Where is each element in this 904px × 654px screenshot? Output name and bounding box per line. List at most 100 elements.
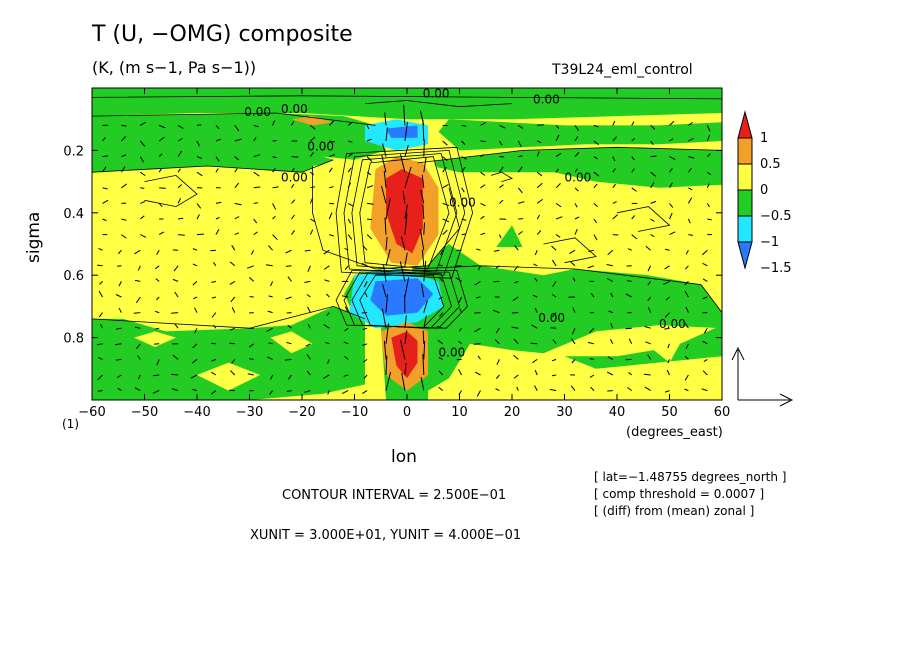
contour-interval: CONTOUR INTERVAL = 2.500E−01 <box>282 488 507 503</box>
wind-vector <box>555 152 562 158</box>
wind-vector <box>329 154 335 158</box>
wind-vector <box>551 294 557 298</box>
wind-vector <box>196 171 203 177</box>
green-region <box>564 325 722 369</box>
wind-vector <box>552 339 557 345</box>
wind-vector <box>650 171 657 177</box>
wind-vector <box>534 385 538 391</box>
wind-vector <box>98 247 103 251</box>
wind-vector <box>458 296 463 304</box>
wind-vector <box>250 249 255 255</box>
wind-vector <box>517 140 522 148</box>
wind-vector <box>607 356 614 360</box>
wind-vector <box>385 355 388 376</box>
wind-vector <box>476 248 481 251</box>
wind-vector <box>438 296 443 300</box>
wind-vector <box>440 249 444 256</box>
wind-vector <box>480 122 486 126</box>
wind-vector <box>400 154 406 173</box>
wind-vector <box>154 310 160 314</box>
wind-vector <box>366 171 372 176</box>
wind-vector <box>612 168 616 173</box>
wind-vector <box>307 306 311 313</box>
wind-vector <box>536 151 540 157</box>
wind-vector <box>137 355 141 360</box>
wind-vector <box>688 137 694 142</box>
contour-line <box>616 206 671 232</box>
wind-vector <box>666 369 670 376</box>
wind-vector <box>669 168 673 173</box>
wind-vector <box>115 327 122 330</box>
wind-vector <box>385 197 391 220</box>
contour-line <box>543 237 597 264</box>
wind-vector <box>404 122 408 142</box>
wind-vector <box>514 280 519 284</box>
wind-vector <box>480 140 486 143</box>
wind-vector <box>361 262 368 267</box>
wind-vector <box>247 373 254 376</box>
wind-vector <box>305 343 311 347</box>
wind-vector <box>362 390 368 394</box>
wind-vector <box>606 277 614 282</box>
wind-vector <box>381 185 387 204</box>
wind-vector <box>650 234 655 238</box>
wind-vector <box>215 138 221 142</box>
wind-vector <box>442 183 449 189</box>
x-axis-label: lon <box>391 447 417 467</box>
wind-vector <box>329 234 334 237</box>
wind-vector <box>647 281 652 286</box>
wind-vector <box>421 283 425 298</box>
wind-vector <box>97 264 103 267</box>
wind-vector <box>344 327 349 332</box>
wind-vector <box>480 184 486 189</box>
wind-vector <box>196 124 202 126</box>
x-tick-label: −10 <box>341 405 368 420</box>
wind-vector <box>366 138 372 142</box>
wind-vector <box>442 229 448 235</box>
wind-vector <box>172 354 179 360</box>
wind-vector <box>249 358 254 360</box>
wind-vector <box>474 327 481 333</box>
wind-vector <box>268 245 273 251</box>
wind-vector <box>140 171 146 177</box>
wind-vector <box>513 354 519 360</box>
wind-vector <box>385 248 391 266</box>
wind-vector <box>647 296 652 302</box>
yellow-island <box>270 331 313 354</box>
wind-vector <box>272 215 276 220</box>
wind-vector <box>458 340 462 345</box>
wind-vector <box>178 234 185 236</box>
colorbar-swatch <box>737 241 753 270</box>
wind-vector <box>589 374 595 378</box>
wind-vector <box>534 307 538 313</box>
wind-vector <box>627 280 632 282</box>
wind-vector <box>551 259 557 267</box>
wind-vector <box>667 343 670 349</box>
wind-vector <box>155 278 160 282</box>
wind-vector <box>328 212 333 220</box>
wind-vector <box>647 354 652 360</box>
wind-vector <box>229 280 236 285</box>
wind-vector <box>512 296 519 302</box>
wind-vector <box>347 167 352 173</box>
wind-vector <box>215 125 220 130</box>
wind-vector <box>474 280 481 286</box>
wind-vector <box>533 263 538 267</box>
wind-vector <box>234 216 240 220</box>
wind-vector <box>551 312 557 318</box>
wind-vector <box>476 390 481 397</box>
contour-labels: 0.00 0.00 0.00 0.00 0.00 0.00 0.00 0.00 0.00 0.00… <box>244 86 685 359</box>
contour-label: 0.00 <box>533 93 560 107</box>
wind-vector <box>291 199 296 204</box>
wind-vector <box>706 203 710 208</box>
wind-vector <box>341 295 349 298</box>
wind-vector <box>574 125 580 131</box>
wind-vector <box>265 264 273 267</box>
wind-vector <box>404 144 409 157</box>
wind-vector <box>532 294 538 298</box>
wind-vector <box>423 300 428 313</box>
wind-vector <box>291 230 295 235</box>
wind-vector <box>494 339 500 345</box>
wind-vector <box>495 388 500 392</box>
wind-vector <box>631 215 635 220</box>
